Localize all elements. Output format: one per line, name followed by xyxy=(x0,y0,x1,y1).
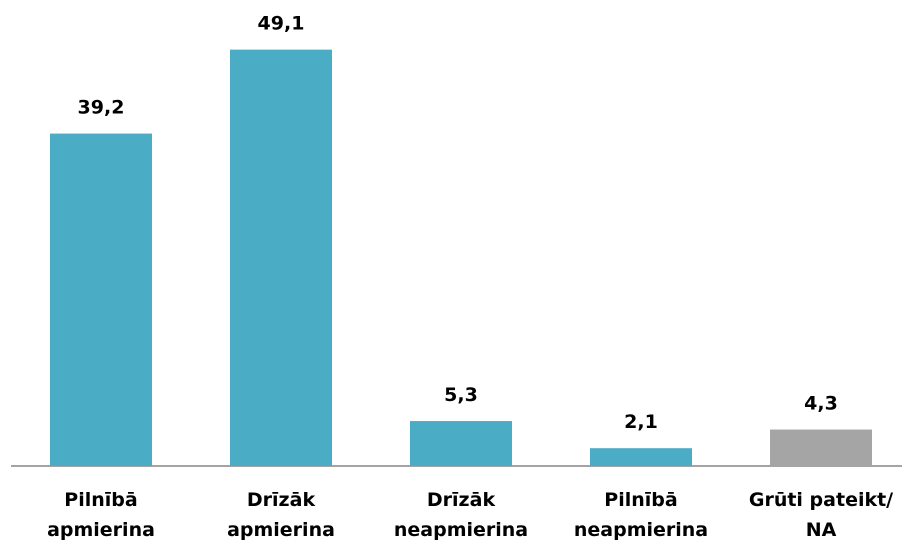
bar xyxy=(770,429,872,466)
value-label: 49,1 xyxy=(258,13,305,35)
x-tick-label: Pilnībā neapmierina xyxy=(574,489,708,541)
x-tick-label: Pilnībā apmierina xyxy=(47,489,155,541)
bar xyxy=(410,421,512,466)
bar xyxy=(230,49,332,467)
x-tick-label: Drīzāk apmierina xyxy=(227,489,335,541)
x-tick-label: Grūti pateikt/NA xyxy=(749,489,893,541)
value-label: 2,1 xyxy=(624,411,658,433)
value-label: 39,2 xyxy=(78,97,125,119)
value-label: 5,3 xyxy=(444,384,478,406)
bar xyxy=(590,448,692,466)
x-tick-label: Drīzāk neapmierina xyxy=(394,489,528,541)
value-label: 4,3 xyxy=(804,393,838,415)
bar xyxy=(50,133,152,467)
